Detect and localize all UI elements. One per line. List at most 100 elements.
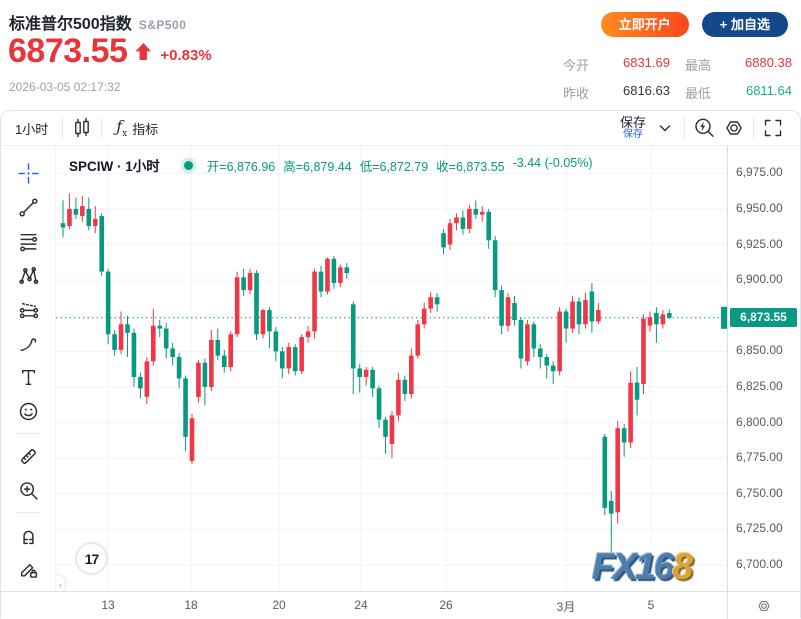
- toolbar-divider: [15, 433, 41, 434]
- quote-stat-label: 今开: [562, 58, 589, 73]
- tool-projection[interactable]: [11, 292, 45, 326]
- chart-main: SPCIW · 1小时 开=6,876.96 高=6,879.44 低=6,87…: [1, 146, 800, 591]
- sidebar-collapse-tab[interactable]: ‹: [56, 574, 66, 591]
- drawing-toolbar: [1, 146, 56, 591]
- indicators-button[interactable]: ƒx 指标: [106, 114, 168, 142]
- legend-close: 收=6,873.55: [436, 159, 505, 174]
- candlestick-style-button[interactable]: [67, 114, 97, 142]
- time-axis-label: 5: [647, 598, 655, 612]
- brush-icon: [19, 337, 36, 351]
- chart-legend: SPCIW · 1小时 开=6,876.96 高=6,879.44 低=6,87…: [69, 155, 593, 175]
- tool-text[interactable]: [11, 360, 45, 394]
- time-axis[interactable]: 13 18 20 24 26 3月 5: [1, 591, 800, 619]
- quote-stat-value: 6880.38: [745, 55, 792, 70]
- time-axis-label: 13: [101, 598, 115, 612]
- tool-crosshair[interactable]: [11, 156, 45, 190]
- legend-change: -3.44 (-0.05%): [512, 155, 593, 170]
- price-axis-label: 6,925.00: [736, 236, 783, 251]
- tool-xabcd-pattern[interactable]: [11, 258, 45, 292]
- quote-stat-label: 最低: [684, 86, 711, 101]
- header-buttons: 立即开户 + 加自选: [600, 12, 788, 37]
- quote-stat-value: 6811.64: [745, 83, 792, 98]
- legend-series-name[interactable]: SPCIW · 1小时: [69, 159, 160, 174]
- quote-stat-value: 6816.63: [622, 83, 670, 98]
- legend-high: 高=6,879.44: [283, 159, 352, 174]
- tool-fib-retracement[interactable]: [11, 224, 45, 258]
- settings-gear-icon: [726, 121, 742, 135]
- tool-emoji[interactable]: [11, 394, 45, 428]
- price-axis-label: 6,750.00: [736, 485, 783, 500]
- fullscreen-button[interactable]: [758, 114, 788, 142]
- title-row: 标准普尔500指数 S&P500: [9, 10, 186, 34]
- fullscreen-icon: [764, 119, 782, 137]
- legend-low: 低=6,872.79: [359, 159, 429, 174]
- up-arrow-icon: [135, 43, 152, 65]
- axis-gear-icon: [758, 600, 770, 611]
- price-axis-label: 6,975.00: [736, 165, 783, 180]
- quick-search-button[interactable]: [689, 114, 719, 142]
- time-axis-label: 26: [439, 598, 453, 612]
- time-axis-label: 3月: [556, 600, 576, 614]
- crosshair-icon: [17, 162, 39, 184]
- save-button[interactable]: 保存 保存: [620, 116, 646, 140]
- price-row: 6873.55 +0.83%: [8, 34, 212, 68]
- quote-stats-grid: 今开 6831.69 最高 6880.38 昨收 6816.63 最低 6811.64: [563, 55, 792, 102]
- save-label: 保存: [619, 115, 646, 130]
- fib-retracement-icon: [19, 233, 37, 251]
- market-status-dot-icon: [183, 160, 193, 170]
- chevron-down-icon: [659, 125, 671, 132]
- settings-button[interactable]: [719, 114, 749, 142]
- price-axis-label: 6,825.00: [736, 378, 783, 393]
- toolbar-separator: [684, 117, 685, 139]
- indicators-label: 指标: [132, 121, 159, 137]
- quote-timestamp: 2026-03-05 02:17:32: [9, 80, 121, 94]
- page-title: 标准普尔500指数: [9, 16, 132, 33]
- tool-trend-line[interactable]: [11, 190, 45, 224]
- tradingview-logo[interactable]: 17: [75, 542, 108, 575]
- tool-brush[interactable]: [11, 326, 45, 360]
- change-percent: +0.83%: [160, 47, 212, 64]
- quote-header: 标准普尔500指数 S&P500 6873.55 +0.83% 2026-03-…: [0, 0, 801, 110]
- zoom-in-icon: [19, 481, 38, 500]
- price-axis-label: 6,800.00: [736, 414, 783, 429]
- emoji-icon: [19, 402, 37, 420]
- last-price-tag: 6,873.55: [730, 308, 797, 328]
- quote-stat-label: 昨收: [562, 86, 589, 101]
- axis-settings-button[interactable]: [727, 592, 800, 619]
- interval-button[interactable]: 1小时: [5, 114, 58, 142]
- chart-widget: 1小时 ƒx 指标 保存 保存: [0, 110, 801, 619]
- trend-line-icon: [18, 197, 38, 217]
- open-account-button[interactable]: 立即开户: [600, 12, 689, 37]
- save-menu-button[interactable]: [650, 114, 680, 142]
- price-axis-label: 6,850.00: [736, 343, 783, 358]
- last-price: 6873.55: [8, 32, 128, 70]
- price-axis-label: 6,700.00: [736, 556, 783, 571]
- magnet-icon: [22, 530, 34, 544]
- pencil-lock-icon: [20, 563, 37, 578]
- fx168-watermark: FX168: [592, 546, 693, 587]
- candlestick-chart[interactable]: [56, 146, 727, 591]
- add-watchlist-button[interactable]: + 加自选: [701, 12, 788, 37]
- price-axis-label: 6,725.00: [736, 521, 783, 536]
- price-axis[interactable]: 6,873.55 6,975.00 6,950.00 6,925.00 6,900.0…: [727, 146, 800, 591]
- fx-icon: ƒx: [116, 116, 128, 140]
- price-axis-label: 6,775.00: [736, 450, 783, 465]
- tool-magnet[interactable]: [11, 518, 45, 552]
- tool-lock-drawings[interactable]: [11, 552, 45, 586]
- time-axis-label: 24: [354, 598, 368, 612]
- time-axis-label: 18: [184, 598, 198, 612]
- quote-stat-value: 6831.69: [622, 55, 670, 70]
- toolbar-divider: [15, 512, 41, 513]
- price-axis-label: 6,900.00: [736, 272, 783, 287]
- tool-zoom-in[interactable]: [11, 473, 45, 507]
- toolbar-right-group: 保存 保存: [620, 114, 788, 142]
- ruler-icon: [20, 448, 36, 464]
- tool-ruler[interactable]: [11, 439, 45, 473]
- quick-search-icon: [695, 118, 714, 137]
- quote-stat-label: 最高: [684, 58, 711, 73]
- chart-plot-area[interactable]: SPCIW · 1小时 开=6,876.96 高=6,879.44 低=6,87…: [56, 146, 727, 591]
- save-tooltip: 保存: [622, 129, 643, 140]
- chart-toolbar: 1小时 ƒx 指标 保存 保存: [1, 111, 800, 146]
- symbol-subtitle: S&P500: [138, 18, 187, 32]
- candlestick-style-icon: [75, 117, 90, 138]
